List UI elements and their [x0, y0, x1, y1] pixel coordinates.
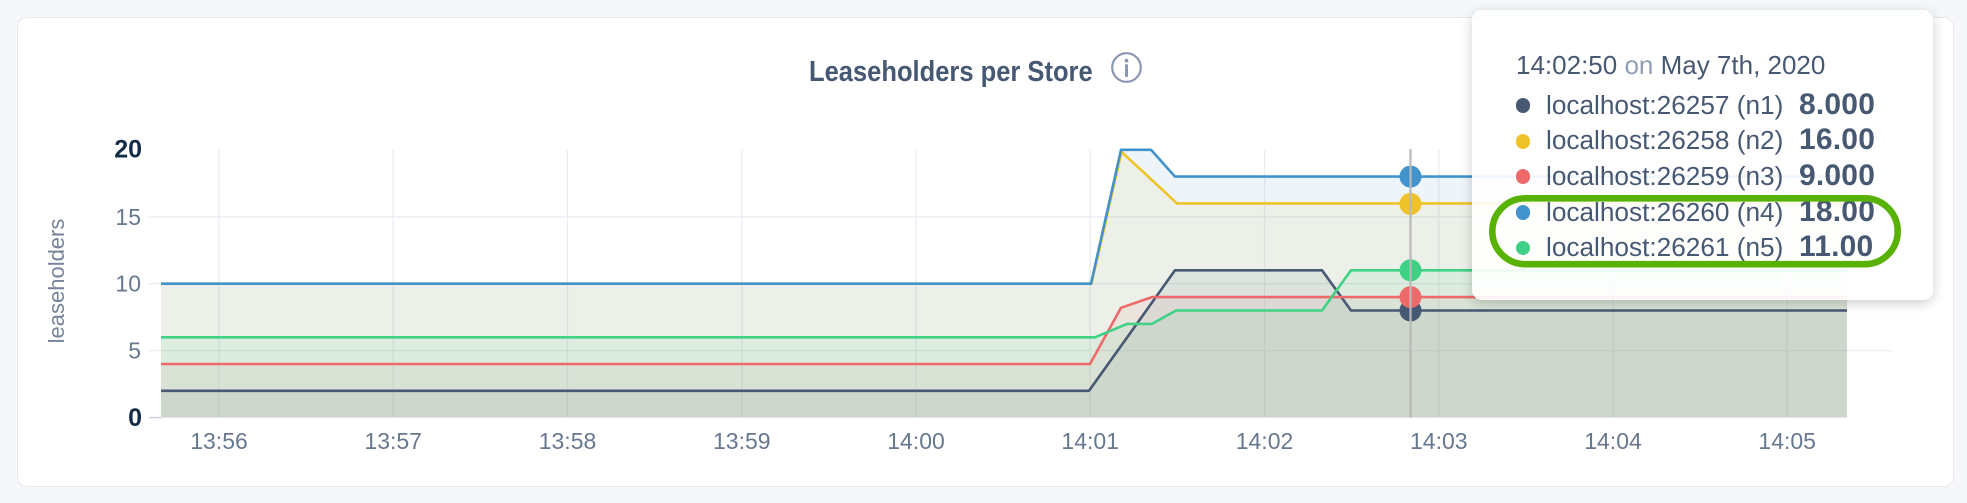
svg-text:13:59: 13:59 [713, 428, 771, 454]
svg-text:13:56: 13:56 [190, 428, 248, 454]
svg-text:15: 15 [115, 204, 141, 230]
svg-text:leaseholders: leaseholders [44, 219, 69, 344]
svg-text:14:05: 14:05 [1758, 428, 1816, 454]
svg-text:20: 20 [114, 136, 142, 164]
svg-text:14:04: 14:04 [1584, 428, 1642, 454]
svg-text:10: 10 [115, 271, 141, 297]
svg-text:14:02: 14:02 [1236, 428, 1294, 454]
svg-text:5: 5 [128, 338, 141, 364]
svg-text:14:03: 14:03 [1410, 428, 1468, 454]
svg-text:13:58: 13:58 [539, 428, 597, 454]
svg-text:14:01: 14:01 [1061, 428, 1119, 454]
svg-text:13:57: 13:57 [364, 428, 422, 454]
svg-text:14:00: 14:00 [887, 428, 945, 454]
svg-text:0: 0 [128, 404, 142, 432]
